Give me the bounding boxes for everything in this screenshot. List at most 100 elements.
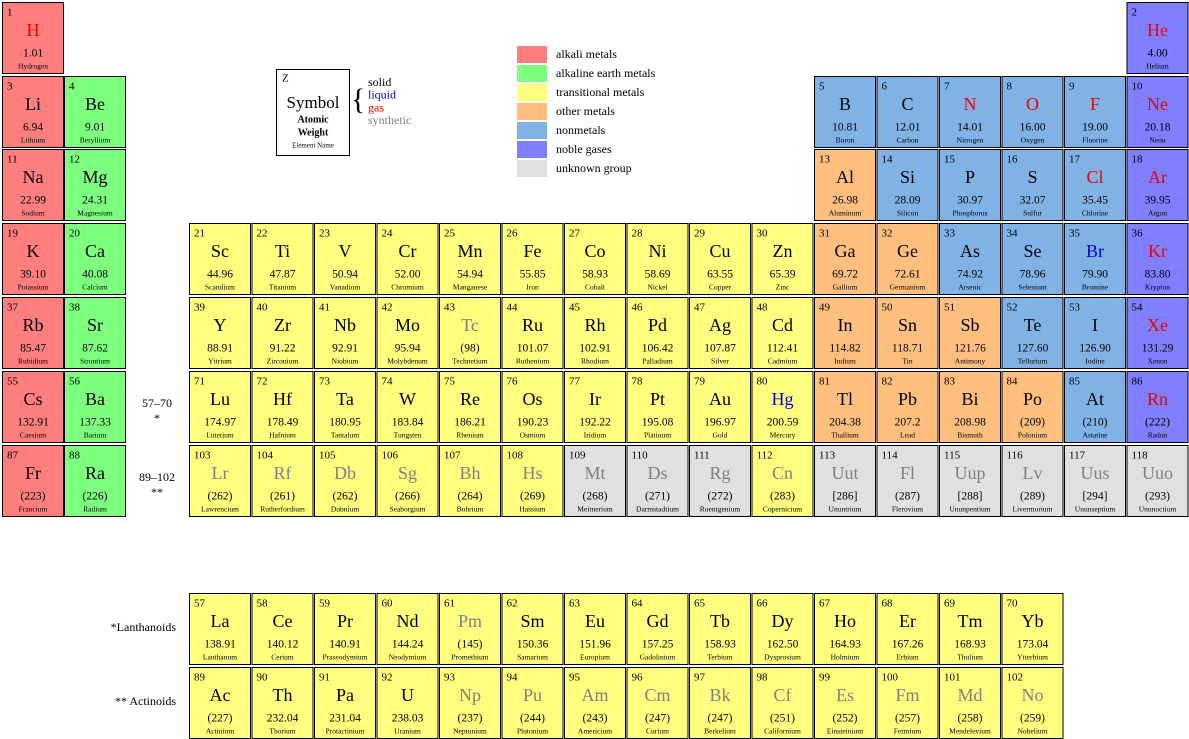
- atomic-weight: 10.81: [832, 122, 858, 134]
- element-cell: 36 Kr 83.80 Krypton: [1126, 223, 1189, 295]
- atomic-number: 97: [694, 672, 706, 684]
- element-symbol: Pb: [898, 389, 917, 409]
- atomic-weight: 186.21: [454, 417, 486, 429]
- element-name: Europium: [580, 653, 610, 662]
- element-symbol: Hg: [772, 389, 794, 409]
- element-cell: 99 Es (252) Einsteinium: [814, 667, 876, 739]
- atomic-weight: 157.25: [642, 639, 674, 651]
- key-z: Z: [282, 73, 289, 85]
- atomic-number: 66: [757, 598, 769, 610]
- atomic-weight: 26.98: [832, 195, 858, 207]
- element-name: Yttrium: [208, 357, 232, 366]
- atomic-weight: 168.93: [954, 639, 986, 651]
- atomic-weight: 69.72: [832, 269, 858, 281]
- element-name: Copernicium: [763, 505, 802, 514]
- element-symbol: U: [401, 685, 414, 705]
- element-box: [501, 445, 564, 517]
- element-name: Praseodymium: [323, 653, 368, 662]
- element-symbol: Na: [23, 167, 44, 187]
- element-cell: 31 Ga 69.72 Gallium: [814, 223, 876, 295]
- element-box: [314, 371, 376, 443]
- legend-swatch: [517, 84, 547, 101]
- element-cell: 34 Se 78.96 Selenium: [1001, 223, 1064, 295]
- atomic-weight: 112.41: [767, 343, 798, 355]
- atomic-weight: 12.01: [895, 122, 921, 134]
- element-box: [314, 297, 376, 369]
- element-box: [189, 445, 251, 517]
- key-box: [276, 69, 350, 156]
- element-symbol: Ds: [647, 463, 667, 483]
- atomic-number: 87: [7, 450, 19, 462]
- legend-swatch: [517, 65, 547, 82]
- atomic-number: 4: [69, 81, 75, 93]
- element-cell: 68 Er 167.26 Erbium: [876, 593, 939, 665]
- atomic-weight: 54.94: [457, 269, 483, 281]
- atomic-number: 42: [382, 302, 393, 314]
- element-cell: 91 Pa 231.04 Protactinium: [314, 667, 376, 739]
- element-cell: 35 Br 79.90 Bromine: [1064, 223, 1126, 295]
- element-cell: 18 Ar 39.95 Argon: [1126, 149, 1189, 221]
- atomic-number: 59: [319, 598, 331, 610]
- element-symbol: Sr: [87, 315, 103, 335]
- atomic-weight: (264): [458, 491, 483, 503]
- element-symbol: Mo: [395, 315, 420, 335]
- range-mark: *: [154, 411, 160, 425]
- element-cell: 1 H 1.01 Hydrogen: [2, 2, 64, 74]
- element-box: [1001, 371, 1064, 443]
- element-symbol: Cr: [399, 241, 417, 261]
- element-name: Zinc: [776, 283, 790, 292]
- element-name: Hafnium: [269, 431, 296, 440]
- element-cell: 16 S 32.07 Sulfur: [1001, 149, 1064, 221]
- element-box: [564, 223, 626, 295]
- atomic-number: 1: [7, 7, 13, 19]
- element-symbol: H: [27, 20, 40, 40]
- element-name: Krypton: [1145, 283, 1170, 292]
- atomic-number: 64: [632, 598, 644, 610]
- atomic-weight: (271): [645, 491, 670, 503]
- element-symbol: Sn: [898, 315, 917, 335]
- element-box: [1126, 371, 1189, 443]
- element-box: [2, 2, 64, 74]
- element-box: [64, 223, 126, 295]
- element-symbol: La: [211, 611, 230, 631]
- element-cell: 65 Tb 158.93 Terbium: [689, 593, 751, 665]
- atomic-number: 57: [194, 598, 206, 610]
- atomic-number: 68: [882, 598, 894, 610]
- legend-swatch: [517, 160, 547, 177]
- element-symbol: O: [1026, 94, 1039, 114]
- atomic-weight: (209): [1020, 417, 1045, 429]
- element-symbol: Db: [334, 463, 356, 483]
- element-box: [251, 371, 314, 443]
- element-symbol: Cf: [774, 685, 792, 705]
- atomic-number: 6: [882, 81, 888, 93]
- atomic-number: 60: [382, 598, 394, 610]
- atomic-weight: 196.97: [704, 417, 736, 429]
- element-symbol: K: [27, 241, 40, 261]
- element-symbol: Ho: [834, 611, 856, 631]
- element-name: Thorium: [269, 727, 295, 736]
- element-box: [689, 371, 751, 443]
- atomic-number: 72: [257, 376, 268, 388]
- element-cell: 38 Sr 87.62 Strontium: [64, 297, 126, 369]
- atomic-weight: 92.91: [332, 343, 358, 355]
- atomic-weight: (227): [208, 713, 233, 725]
- atomic-number: 70: [1007, 598, 1019, 610]
- element-name: Mendelevium: [949, 727, 991, 736]
- atomic-number: 11: [7, 154, 18, 166]
- element-box: [314, 593, 376, 665]
- element-name: Technetium: [452, 357, 487, 366]
- element-cell: 58 Ce 140.12 Cerium: [251, 593, 314, 665]
- legend-label: other metals: [556, 104, 615, 118]
- element-box: [939, 371, 1001, 443]
- element-symbol: Md: [957, 685, 982, 705]
- element-name: Calcium: [82, 283, 108, 292]
- atomic-number: 58: [257, 598, 269, 610]
- element-symbol: Es: [836, 685, 854, 705]
- legend-label: alkaline earth metals: [556, 66, 656, 80]
- element-symbol: Sg: [398, 463, 417, 483]
